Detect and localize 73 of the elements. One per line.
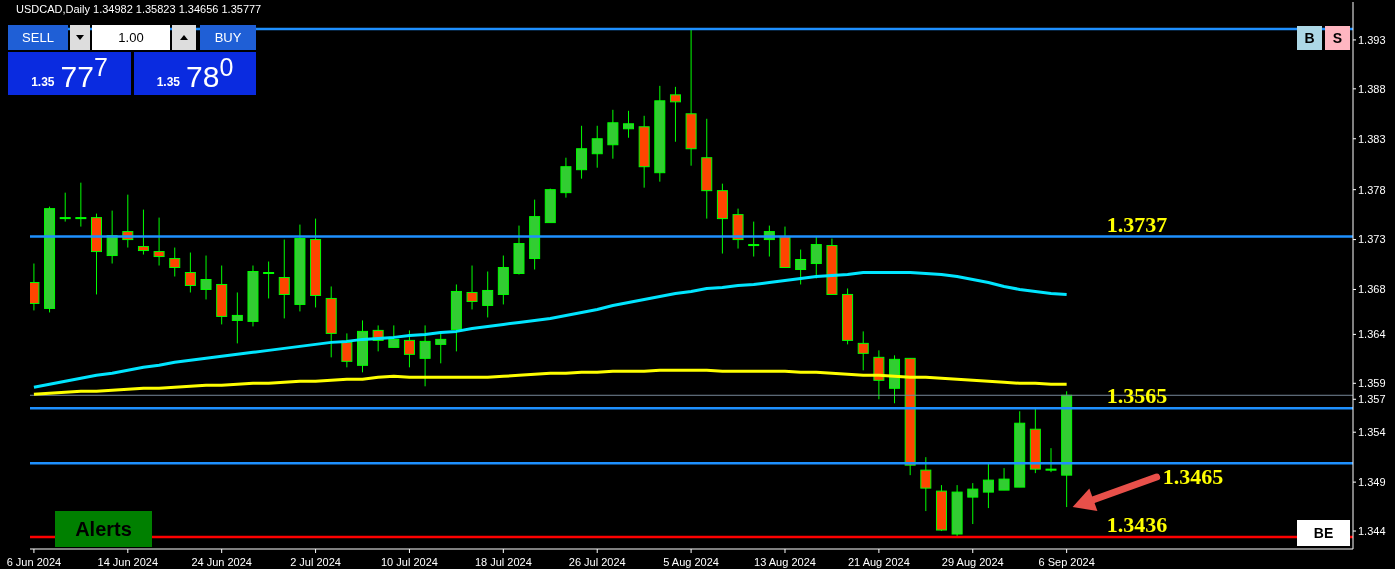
- candlestick: [576, 125, 588, 180]
- x-tick-label: 10 Jul 2024: [381, 556, 438, 568]
- y-tick-label: 1.368: [1358, 283, 1386, 296]
- y-tick-label: 1.357: [1358, 393, 1386, 406]
- candlestick: [106, 210, 118, 265]
- candlestick: [857, 330, 869, 371]
- candlestick: [419, 324, 431, 387]
- y-tick-label: 1.364: [1358, 328, 1386, 341]
- y-tick-label: 1.373: [1358, 233, 1386, 246]
- x-tick-label: 2 Jul 2024: [290, 556, 341, 568]
- candlestick: [153, 217, 165, 267]
- candlestick: [967, 482, 979, 525]
- candlestick: [341, 332, 353, 368]
- y-tick-label: 1.383: [1358, 132, 1386, 145]
- bid-panel: 1.35 77$^{7}$: [8, 52, 131, 95]
- y-tick-label: 1.359: [1358, 377, 1386, 390]
- candlestick: [388, 324, 400, 348]
- ref-line-label: 1.3436: [1106, 512, 1168, 538]
- candlestick: [607, 109, 619, 160]
- b-button: B: [1297, 26, 1322, 50]
- candlestick: [403, 329, 415, 368]
- candlestick: [1045, 447, 1057, 473]
- y-tick-label: 1.388: [1358, 82, 1386, 95]
- candlestick: [75, 182, 87, 228]
- candlestick: [748, 221, 760, 258]
- candlestick: [482, 271, 494, 318]
- candlestick: [137, 209, 149, 256]
- candlestick: [30, 263, 40, 311]
- x-tick-label: 5 Aug 2024: [663, 556, 719, 568]
- y-tick-label: 1.354: [1358, 426, 1386, 439]
- x-tick-label: 29 Aug 2024: [941, 556, 1004, 568]
- candlestick: [263, 261, 275, 299]
- sell-button: SELL: [8, 25, 68, 50]
- candlestick: [278, 239, 290, 319]
- candlestick: [669, 86, 681, 143]
- chart-title: USDCAD,Daily 1.34982 1.35823 1.34656 1.35777: [16, 3, 262, 15]
- x-tick-label: 18 Jul 2024: [474, 556, 532, 568]
- x-tick-label: 26 Jul 2024: [568, 556, 626, 568]
- x-tick-label: 24 Jun 2024: [191, 556, 252, 568]
- line-series: [32, 271, 1069, 389]
- ref-line-label: 1.3737: [1106, 211, 1168, 237]
- s-button: S: [1325, 26, 1350, 50]
- lot-field: 1.00: [92, 25, 170, 50]
- candlestick: [982, 462, 994, 509]
- annotation: 1.35 78$^{0}$: [156, 53, 234, 93]
- candlestick: [795, 249, 807, 285]
- text: 1.3465: [1162, 464, 1224, 490]
- alerts-button: Alerts: [55, 511, 152, 547]
- candlestick: [59, 192, 71, 223]
- candlestick: [591, 125, 603, 169]
- y-tick-label: 1.378: [1358, 183, 1386, 196]
- candlestick: [184, 252, 196, 293]
- candlestick: [169, 247, 181, 277]
- be-button: BE: [1297, 520, 1350, 546]
- x-tick-label: 6 Sep 2024: [1038, 556, 1095, 568]
- x-tick-label: 14 Jun 2024: [97, 556, 159, 568]
- ask-panel: 1.35 78$^{0}$: [134, 52, 256, 95]
- line-series: [32, 368, 1069, 396]
- x-tick-label: 6 Jun 2024: [6, 556, 62, 568]
- candlestick: [623, 110, 635, 139]
- x-tick-label: 21 Aug 2024: [847, 556, 910, 568]
- candlestick: [231, 291, 243, 344]
- x-tick-label: 13 Aug 2024: [754, 556, 816, 568]
- annotation: 1.35 77$^{7}$: [31, 53, 108, 93]
- candlestick: [920, 456, 932, 512]
- ref-line-label: 1.3565: [1106, 383, 1168, 409]
- y-tick-label: 1.344: [1358, 524, 1386, 537]
- candlestick: [200, 255, 212, 300]
- y-tick-label: 1.349: [1358, 476, 1386, 489]
- candlestick: [466, 265, 478, 310]
- candlestick: [998, 467, 1010, 491]
- buy-button: BUY: [200, 25, 256, 50]
- y-tick-label: 1.393: [1358, 33, 1386, 46]
